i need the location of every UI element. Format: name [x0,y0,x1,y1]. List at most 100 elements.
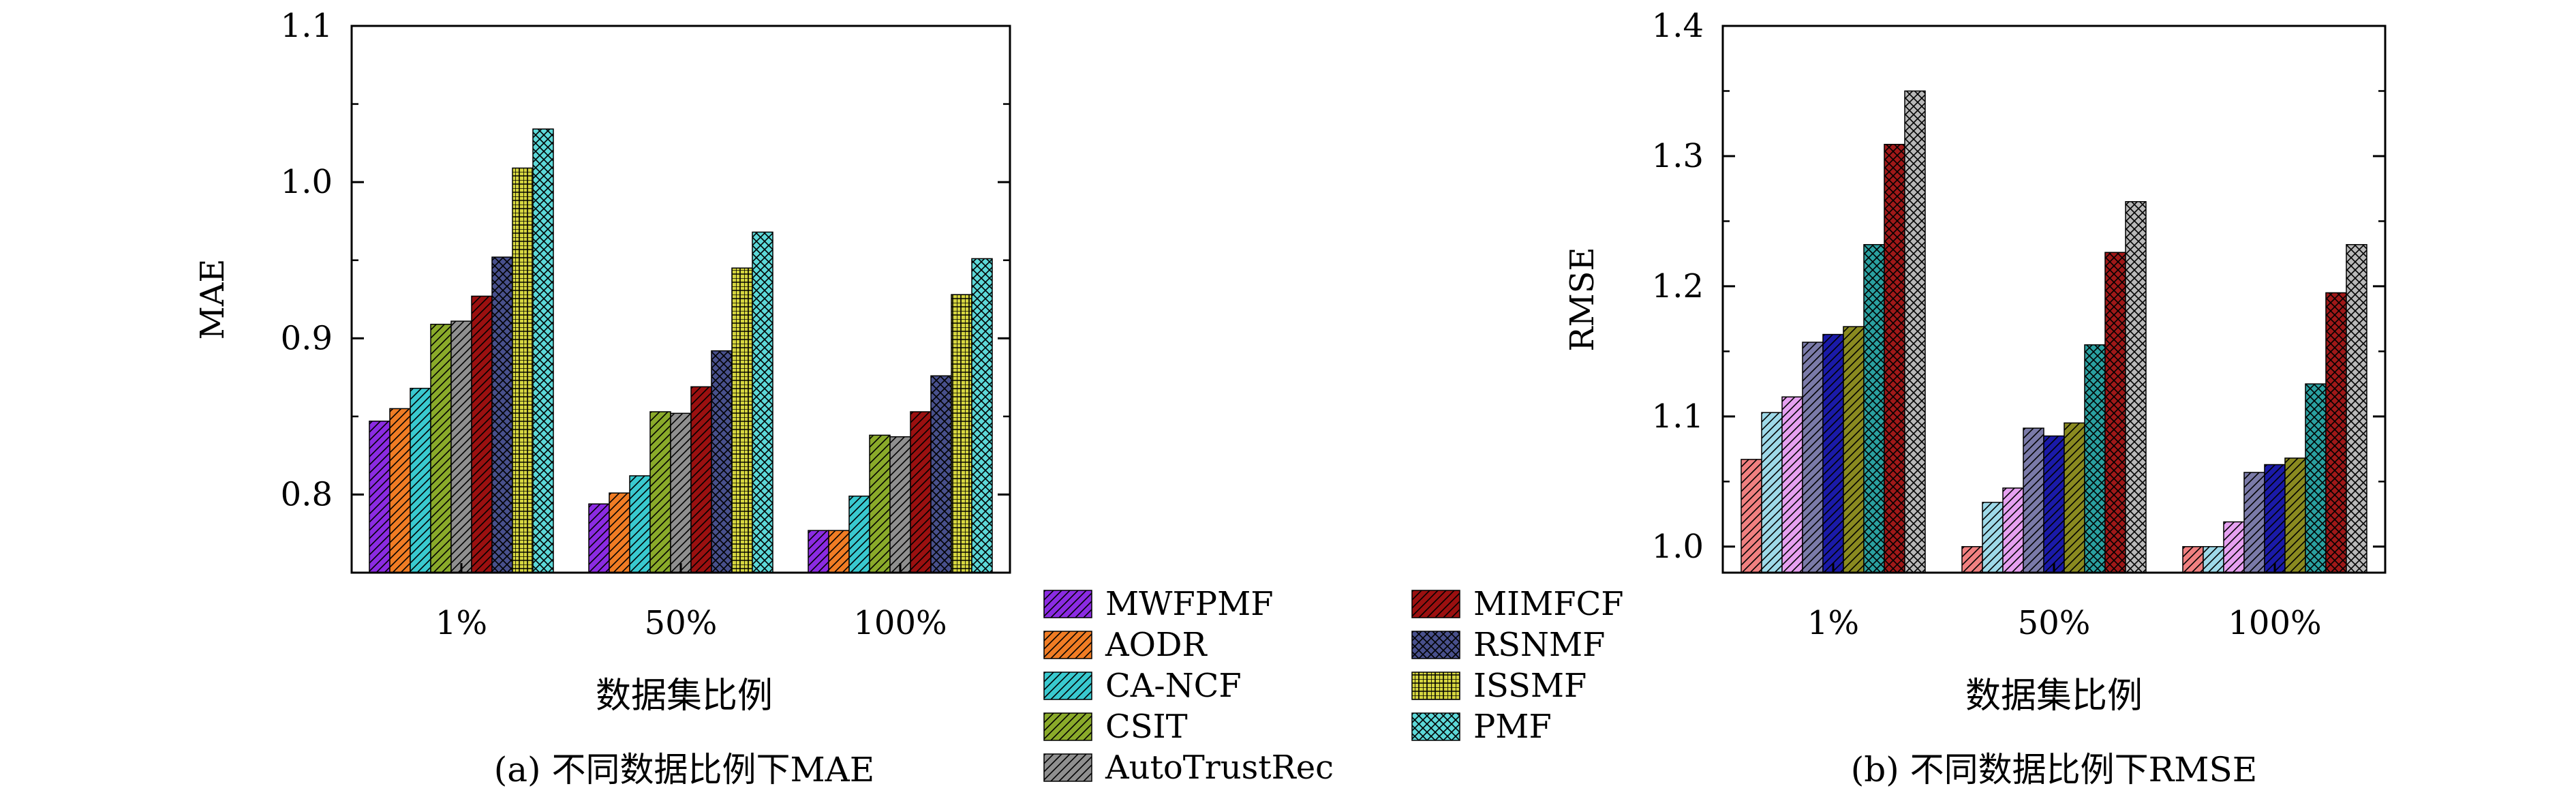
rmse-x-axis-label: 数据集比例 [1965,676,2143,717]
rmse-axis-ticks: 1% 50% 100% 1.0 1.1 1.2 1.3 1.4 [1652,7,2385,642]
bar-rmse-s6-0 [1843,326,1865,573]
chart-rmse: 1% 50% 100% 1.0 1.1 1.2 1.3 1.4 RMSE 数据集比例 (b) … [1563,7,2387,789]
bar-mae-rsnmf-2 [930,375,952,573]
bar-mae-autotrustrec-1 [670,412,692,573]
y-tick-label: 1.0 [1652,528,1704,566]
legend-label: ISSMF [1473,667,1586,705]
bar-mae-aodr-0 [389,408,411,573]
bar-mae-csit-0 [430,323,452,573]
legend-swatch [1411,712,1460,741]
bar-mae-aodr-2 [828,530,850,573]
legend-label: AODR [1105,626,1208,664]
legend-label: MWFPMF [1105,585,1274,623]
legend-item-mimfcf: MIMFCF [1411,585,1624,623]
bar-mae-rsnmf-1 [711,350,733,573]
bar-rmse-s9-0 [1904,90,1926,573]
bar-mae-issmf-2 [951,294,972,573]
chart-mae: 1% 50% 100% 0.8 0.9 1.0 1.1 MAE 数据集比例 (a) 不同数据… [194,7,1011,789]
legend-swatch [1043,712,1092,741]
rmse-bars [1741,90,2367,573]
x-tick-label: 50% [2018,604,2091,642]
y-tick-label: 1.3 [1652,137,1704,175]
bar-rmse-s7-1 [2084,344,2106,573]
bar-mae-ca-ncf-0 [410,387,431,573]
bar-mae-mimfcf-0 [471,295,493,573]
x-tick-label: 1% [435,604,487,642]
bar-rmse-s6-2 [2284,457,2306,573]
bar-rmse-s7-2 [2305,383,2327,573]
bar-mae-ca-ncf-1 [629,475,651,573]
legend-item-rsnmf: RSNMF [1411,626,1605,664]
bar-rmse-s6-1 [2064,422,2085,573]
bar-mae-mimfcf-2 [910,411,932,573]
bar-rmse-s4-0 [1802,342,1824,573]
y-tick-label: 1.1 [1652,397,1704,436]
bar-mae-csit-2 [869,434,891,573]
bar-rmse-s5-1 [2043,435,2065,573]
bar-rmse-s3-1 [2002,487,2024,573]
legend-item-pmf: PMF [1411,708,1552,746]
bar-mae-issmf-0 [512,167,534,573]
legend-label: RSNMF [1473,626,1605,664]
bar-rmse-s9-1 [2125,201,2147,573]
bar-mae-mwfpmf-1 [588,503,610,573]
y-tick-label: 1.2 [1652,267,1704,305]
x-tick-label: 100% [2228,604,2321,642]
bar-rmse-s1-1 [1961,546,1983,573]
y-tick-label: 0.9 [281,319,333,357]
legend-item-autotrustrec: AutoTrustRec [1043,749,1334,787]
bar-mae-rsnmf-0 [491,256,513,573]
legend-item-mwfpmf: MWFPMF [1043,585,1274,623]
bar-rmse-s9-2 [2346,244,2367,573]
bar-mae-mwfpmf-2 [808,530,829,573]
bar-mae-mwfpmf-0 [369,420,390,573]
legend-swatch [1411,590,1460,618]
rmse-caption: (b) 不同数据比例下RMSE [1851,750,2258,789]
legend-label: MIMFCF [1473,585,1624,623]
bar-rmse-s5-2 [2264,464,2286,573]
bar-rmse-s2-2 [2203,546,2224,573]
legend-item-ca-ncf: CA-NCF [1043,667,1242,705]
bar-mae-pmf-2 [971,258,993,573]
bar-mae-issmf-1 [731,267,753,573]
legend-swatch [1043,590,1092,618]
bar-mae-autotrustrec-0 [450,320,472,573]
legend-label: PMF [1473,708,1552,746]
legend-item-aodr: AODR [1043,626,1208,664]
legend-swatch [1411,631,1460,659]
bar-rmse-s2-0 [1761,412,1783,573]
legend-label: AutoTrustRec [1105,749,1334,787]
bar-rmse-s1-0 [1741,459,1762,573]
bar-rmse-s4-1 [2023,427,2044,573]
legend-item-issmf: ISSMF [1411,667,1586,705]
bar-rmse-s8-0 [1884,144,1905,573]
y-tick-label: 1.4 [1652,7,1704,45]
legend-swatch [1043,753,1092,782]
mae-bars [369,128,993,573]
x-tick-label: 1% [1807,604,1859,642]
bar-rmse-s1-2 [2182,546,2204,573]
bar-mae-aodr-1 [609,492,630,573]
bar-rmse-s7-0 [1863,244,1885,573]
mae-caption: (a) 不同数据比例下MAE [494,750,875,789]
legend-swatch [1043,631,1092,659]
x-tick-label: 100% [853,604,947,642]
bar-mae-mimfcf-1 [690,386,712,573]
y-tick-label: 0.8 [281,475,333,513]
bar-mae-autotrustrec-2 [889,436,911,573]
bar-mae-pmf-0 [532,128,554,573]
rmse-y-axis-label: RMSE [1563,247,1601,351]
bar-rmse-s8-1 [2104,252,2126,573]
legend-item-csit: CSIT [1043,708,1188,746]
bar-rmse-s8-2 [2325,292,2347,573]
mae-y-axis-label: MAE [194,259,232,340]
mae-x-axis-label: 数据集比例 [596,676,773,717]
legend-swatch [1411,672,1460,700]
x-tick-label: 50% [645,604,718,642]
bar-mae-csit-1 [649,411,671,573]
bar-rmse-s3-2 [2223,521,2245,573]
bar-rmse-s3-0 [1781,396,1803,573]
legend-label: CSIT [1105,708,1188,746]
